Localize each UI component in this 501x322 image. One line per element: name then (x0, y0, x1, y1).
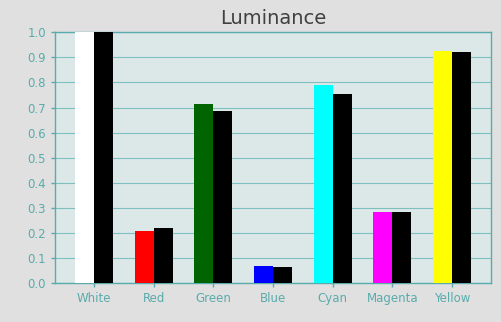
Bar (273, 267, 292, 283)
Bar (213, 111, 232, 283)
Bar (373, 212, 392, 283)
Bar (194, 104, 213, 283)
Bar (254, 266, 273, 283)
Bar (333, 94, 352, 283)
Bar (94, 32, 113, 283)
Bar (392, 212, 411, 283)
Bar (75, 32, 94, 283)
Bar (154, 228, 173, 283)
Title: Luminance: Luminance (220, 9, 326, 28)
Bar (452, 52, 471, 283)
Bar (314, 85, 333, 283)
Bar (135, 231, 154, 283)
Bar (433, 51, 452, 283)
